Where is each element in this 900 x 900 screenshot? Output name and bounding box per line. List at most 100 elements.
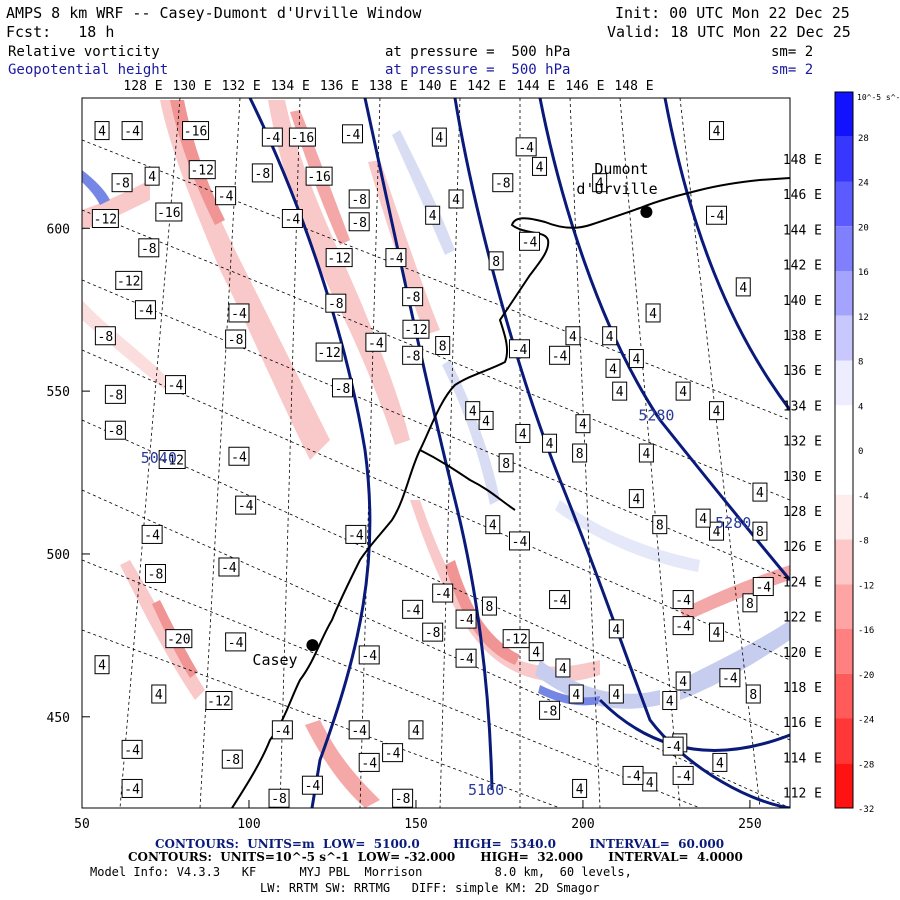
init-time: Init: 00 UTC Mon 22 Dec 25 xyxy=(615,4,850,22)
svg-text:-4: -4 xyxy=(675,620,691,635)
svg-text:-4: -4 xyxy=(625,769,641,784)
colorbar-tick-label: 0 xyxy=(858,447,863,457)
vorticity-label: -4 xyxy=(365,332,387,352)
valid-time: Valid: 18 UTC Mon 22 Dec 25 xyxy=(607,23,851,41)
station-label: Casey xyxy=(252,651,297,669)
top-longitude-label: 144 E xyxy=(516,79,555,94)
svg-text:-16: -16 xyxy=(157,206,180,221)
colorbar-segment xyxy=(835,92,853,137)
vorticity-label: -4 xyxy=(218,557,240,577)
colorbar-tick-label: -20 xyxy=(858,671,874,681)
vorticity-label: -8 xyxy=(422,622,444,642)
vorticity-label: 4 xyxy=(735,277,751,297)
vorticity-label: -8 xyxy=(268,788,290,808)
top-longitude-label: 134 E xyxy=(271,79,310,94)
right-axis-label: 130 E xyxy=(783,470,822,485)
vorticity-label: -12 xyxy=(502,629,530,649)
vorticity-label: -16 xyxy=(155,202,183,222)
colorbar-frame xyxy=(834,91,854,809)
svg-text:4: 4 xyxy=(412,724,420,739)
colorbar-tick-label: 16 xyxy=(858,268,869,278)
vorticity-label: -4 xyxy=(455,648,477,668)
colorbar-segment xyxy=(835,763,853,808)
svg-text:-4: -4 xyxy=(361,649,377,664)
svg-text:4: 4 xyxy=(649,307,657,322)
height-contour-label: 5280 xyxy=(638,406,674,424)
height-contour-label: 5160 xyxy=(468,781,504,799)
vorticity-label: -8 xyxy=(104,420,126,440)
svg-text:-8: -8 xyxy=(255,167,271,182)
svg-text:-12: -12 xyxy=(117,274,140,289)
vorticity-label: -20 xyxy=(165,629,193,649)
svg-text:8: 8 xyxy=(492,255,500,270)
svg-text:-4: -4 xyxy=(385,747,401,762)
vorticity-label: -4 xyxy=(134,300,156,320)
forecast-hour: Fcst: 18 h xyxy=(6,23,115,41)
vorticity-label: -8 xyxy=(225,329,247,349)
x-tick-label: 150 xyxy=(404,817,427,832)
svg-text:-4: -4 xyxy=(221,561,237,576)
svg-text:4: 4 xyxy=(536,160,544,175)
svg-text:4: 4 xyxy=(596,177,604,192)
colorbar-segment xyxy=(835,226,853,271)
vorticity-label: 4 xyxy=(712,752,728,772)
right-axis-label: 118 E xyxy=(783,681,822,696)
svg-text:-4: -4 xyxy=(275,724,291,739)
svg-text:4: 4 xyxy=(612,688,620,703)
vorticity-label: -4 xyxy=(165,375,187,395)
svg-text:4: 4 xyxy=(713,125,721,140)
vorticity-label: 8 xyxy=(745,684,761,704)
vorticity-label: 4 xyxy=(628,489,644,509)
right-axis-label: 146 E xyxy=(783,188,822,203)
svg-text:-4: -4 xyxy=(755,581,771,596)
vorticity-label: 8 xyxy=(652,515,668,535)
vorticity-label: -8 xyxy=(104,384,126,404)
vorticity-label: 4 xyxy=(94,121,110,141)
vorticity-label: 4 xyxy=(638,443,654,463)
colorbar-tick-label: -16 xyxy=(858,626,874,636)
svg-text:-4: -4 xyxy=(552,349,568,364)
top-longitude-label: 128 E xyxy=(123,79,162,94)
footer-physics-info: LW: RRTM SW: RRTMG DIFF: simple KM: 2D S… xyxy=(260,881,600,895)
vorticity-label: 8 xyxy=(742,593,758,613)
vorticity-label: -4 xyxy=(121,121,143,141)
svg-text:-16: -16 xyxy=(291,131,314,146)
svg-text:4: 4 xyxy=(739,281,747,296)
svg-text:4: 4 xyxy=(155,688,163,703)
svg-text:-8: -8 xyxy=(335,382,351,397)
vorticity-label: 4 xyxy=(532,156,548,176)
svg-text:-4: -4 xyxy=(238,499,254,514)
right-axis-label: 134 E xyxy=(783,399,822,414)
svg-text:4: 4 xyxy=(546,437,554,452)
vorticity-label: 4 xyxy=(628,349,644,369)
svg-text:-4: -4 xyxy=(144,528,160,543)
svg-text:4: 4 xyxy=(482,414,490,429)
vorticity-label: 4 xyxy=(612,381,628,401)
vorticity-label: -8 xyxy=(251,163,273,183)
field2-level: at pressure = 500 hPa xyxy=(385,62,571,78)
vorticity-label: -8 xyxy=(539,700,561,720)
vorticity-label: 4 xyxy=(709,121,725,141)
vorticity-label: 8 xyxy=(752,521,768,541)
svg-text:-8: -8 xyxy=(148,568,164,583)
vorticity-label: -4 xyxy=(706,205,728,225)
vorticity-label: -4 xyxy=(672,590,694,610)
svg-text:4: 4 xyxy=(632,493,640,508)
colorbar-segment xyxy=(835,673,853,719)
top-longitude-label: 148 E xyxy=(614,79,653,94)
vorticity-label: -4 xyxy=(385,248,407,268)
colorbar-tick-label: 8 xyxy=(858,358,863,368)
svg-text:4: 4 xyxy=(429,209,437,224)
vorticity-label: 4 xyxy=(565,326,581,346)
svg-text:-12: -12 xyxy=(404,323,427,338)
svg-text:-12: -12 xyxy=(160,454,183,469)
svg-text:-8: -8 xyxy=(224,753,240,768)
vorticity-label: 8 xyxy=(488,251,504,271)
svg-text:4: 4 xyxy=(519,427,527,442)
colorbar-tick-label: 4 xyxy=(858,402,863,412)
vorticity-label: -4 xyxy=(549,345,571,365)
vorticity-label: -16 xyxy=(288,127,316,147)
svg-text:-8: -8 xyxy=(108,388,124,403)
svg-text:-16: -16 xyxy=(184,125,207,140)
svg-text:4: 4 xyxy=(579,418,587,433)
